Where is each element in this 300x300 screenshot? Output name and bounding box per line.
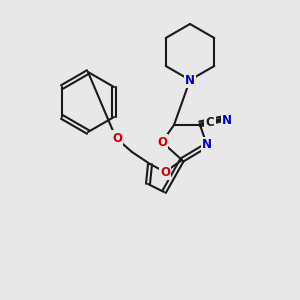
Text: N: N <box>222 113 232 127</box>
Text: O: O <box>157 136 167 148</box>
Text: N: N <box>185 74 195 86</box>
Text: O: O <box>112 131 122 145</box>
Text: N: N <box>202 139 212 152</box>
Text: C: C <box>206 116 214 129</box>
Text: O: O <box>160 166 170 178</box>
